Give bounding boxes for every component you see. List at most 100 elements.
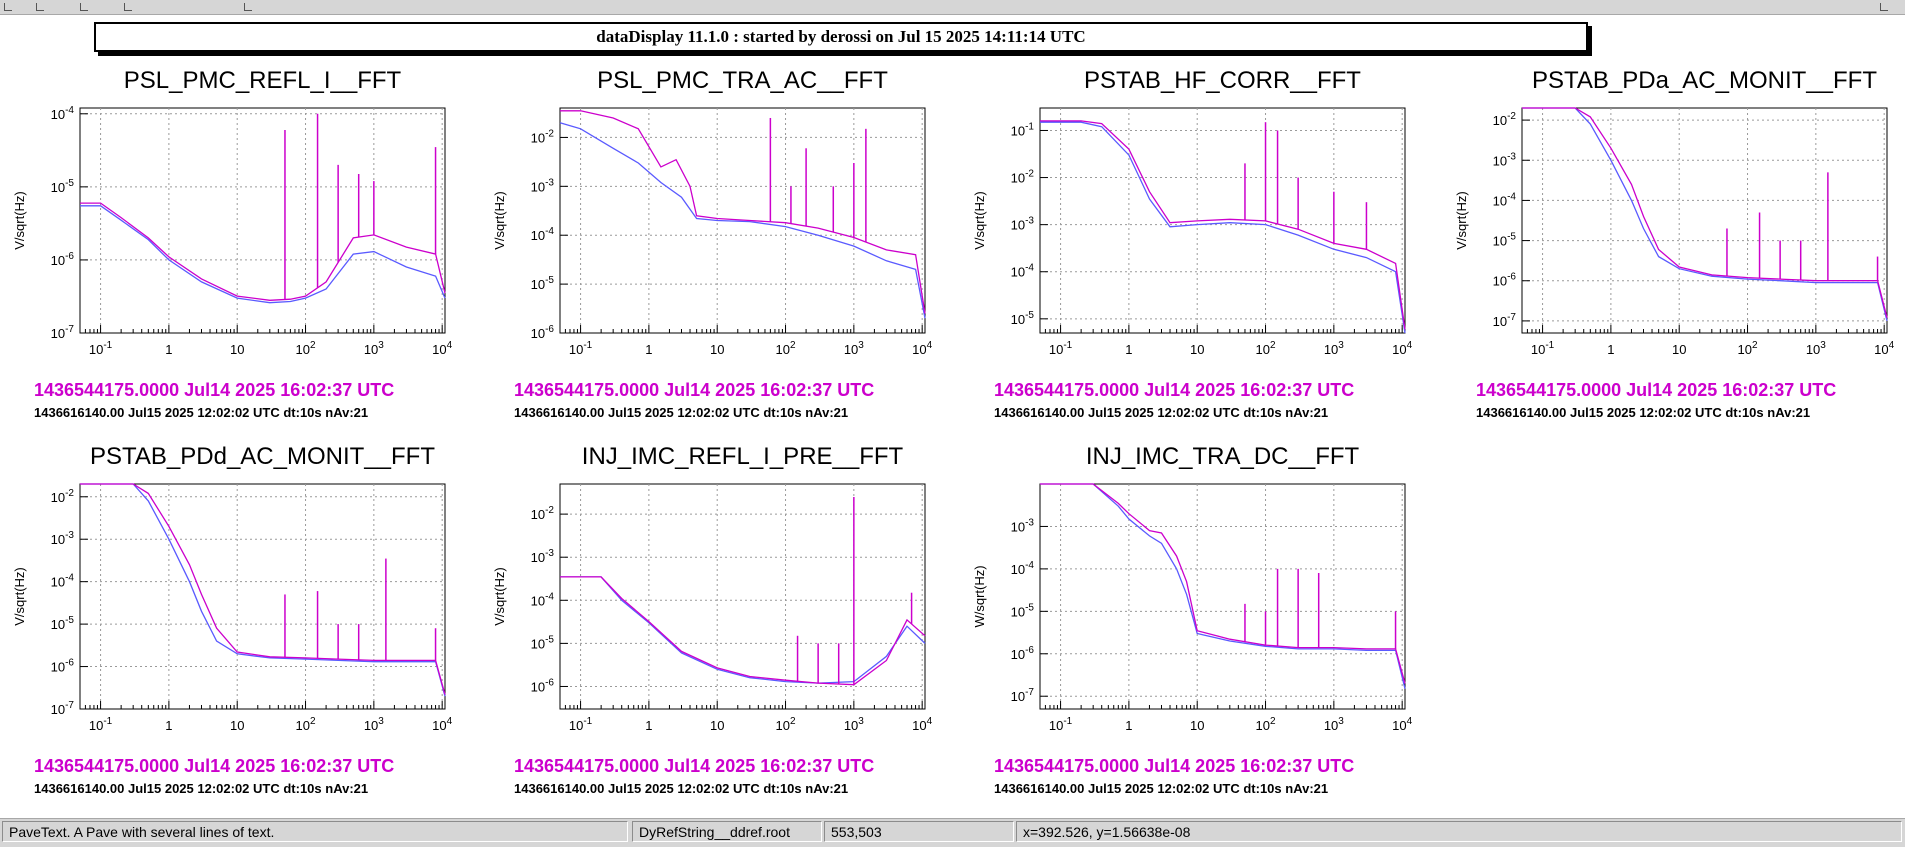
x-tick-label: 104 (432, 716, 452, 733)
annotation-reference-time: 1436616140.00 Jul15 2025 12:02:02 UTC dt… (994, 781, 1328, 796)
y-tick-label: 10-5 (51, 615, 75, 632)
y-tick-label: 10-7 (1011, 687, 1035, 704)
x-tick-label: 102 (776, 716, 796, 733)
plot-frame (559, 483, 926, 710)
menu-item-icon[interactable] (124, 1, 132, 12)
x-tick-label: 102 (296, 716, 316, 733)
y-axis-label: V/sqrt(Hz) (12, 567, 27, 626)
x-tick-label: 102 (1256, 340, 1276, 357)
status-object: DyRefString__ddref.root (632, 821, 822, 842)
y-tick-label: 10-4 (1493, 191, 1517, 208)
y-tick-label: 10-4 (51, 105, 75, 122)
y-tick-label: 10-3 (1011, 517, 1035, 534)
y-tick-label: 10-3 (531, 548, 555, 565)
y-tick-label: 10-5 (1011, 310, 1035, 327)
x-tick-label: 103 (1324, 340, 1344, 357)
x-tick-label: 102 (776, 340, 796, 357)
y-tick-label: 10-1 (1011, 121, 1035, 138)
series-current (560, 576, 926, 686)
y-tick-label: 10-2 (1011, 169, 1035, 186)
y-tick-label: 10-3 (531, 177, 555, 194)
x-tick-label: 1 (645, 718, 652, 733)
chart-title: PSTAB_HF_CORR__FFT (1084, 67, 1361, 94)
y-tick-label: 10-6 (51, 658, 75, 675)
series-current (1040, 483, 1406, 684)
chart-4: PSTAB_PDa_AC_MONIT__FFT V/sqrt(Hz) 10-1 1 10… (1454, 67, 1895, 420)
annotation-current-time: 1436544175.0000 Jul14 2025 16:02:37 UTC (994, 756, 1354, 776)
chart-title: PSL_PMC_REFL_I__FFT (124, 67, 402, 94)
y-tick-label: 10-5 (1011, 602, 1035, 619)
y-tick-label: 10-4 (1011, 560, 1035, 577)
x-tick-label: 1 (645, 342, 652, 357)
y-tick-label: 10-5 (51, 178, 75, 195)
menu-item-icon[interactable] (80, 1, 88, 12)
annotation-reference-time: 1436616140.00 Jul15 2025 12:02:02 UTC dt… (34, 405, 368, 420)
x-tick-label: 10 (1190, 718, 1204, 733)
x-tick-label: 1 (1125, 342, 1132, 357)
x-tick-label: 104 (1392, 716, 1412, 733)
y-tick-label: 10-6 (531, 324, 555, 341)
annotation-reference-time: 1436616140.00 Jul15 2025 12:02:02 UTC dt… (34, 781, 368, 796)
series-reference (80, 483, 446, 697)
x-tick-label: 104 (912, 716, 932, 733)
x-tick-label: 103 (844, 340, 864, 357)
y-tick-label: 10-3 (51, 530, 75, 547)
chart-5: PSTAB_PDd_AC_MONIT__FFT V/sqrt(Hz) 10-1 1 10… (12, 443, 453, 796)
annotation-current-time: 1436544175.0000 Jul14 2025 16:02:37 UTC (34, 380, 394, 400)
y-tick-label: 10-2 (1493, 111, 1517, 128)
y-tick-label: 10-5 (1493, 232, 1517, 249)
y-tick-label: 10-6 (1493, 272, 1517, 289)
window-control-icon[interactable] (1880, 1, 1888, 12)
annotation-current-time: 1436544175.0000 Jul14 2025 16:02:37 UTC (994, 380, 1354, 400)
y-tick-label: 10-2 (531, 505, 555, 522)
canvas-title-text: dataDisplay 11.1.0 : started by derossi … (596, 27, 1086, 46)
menu-item-icon[interactable] (36, 1, 44, 12)
y-tick-label: 10-3 (1011, 216, 1035, 233)
x-tick-label: 10 (230, 342, 244, 357)
y-axis-label: V/sqrt(Hz) (492, 191, 507, 250)
series-reference (1522, 107, 1888, 322)
chart-title: PSL_PMC_TRA_AC__FFT (597, 67, 888, 94)
chart-7: INJ_IMC_TRA_DC__FFT W/sqrt(Hz) 10-1 1 10 102 1… (972, 443, 1413, 796)
x-tick-label: 10 (710, 718, 724, 733)
y-tick-label: 10-5 (531, 275, 555, 292)
y-axis-label: V/sqrt(Hz) (972, 191, 987, 250)
series-reference (1040, 121, 1406, 334)
annotation-current-time: 1436544175.0000 Jul14 2025 16:02:37 UTC (514, 380, 874, 400)
plot-frame (1039, 107, 1406, 334)
menu-item-icon[interactable] (4, 1, 12, 12)
x-tick-label: 1 (165, 718, 172, 733)
annotation-reference-time: 1436616140.00 Jul15 2025 12:02:02 UTC dt… (994, 405, 1328, 420)
status-pixel: 553,503 (824, 821, 1014, 842)
x-tick-label: 103 (364, 340, 384, 357)
series-current (80, 202, 446, 301)
y-tick-label: 10-3 (1493, 151, 1517, 168)
x-tick-label: 104 (1392, 340, 1412, 357)
plot-frame (1521, 107, 1888, 334)
x-tick-label: 10-1 (569, 716, 593, 733)
y-tick-label: 10-4 (51, 573, 75, 590)
series-current (560, 110, 926, 314)
status-bar: PaveText. A Pave with several lines of t… (0, 818, 1905, 847)
x-tick-label: 10 (1190, 342, 1204, 357)
x-tick-label: 10 (710, 342, 724, 357)
x-tick-label: 10 (1672, 342, 1686, 357)
y-tick-label: 10-6 (1011, 645, 1035, 662)
y-tick-label: 10-7 (1493, 312, 1517, 329)
chart-title: PSTAB_PDa_AC_MONIT__FFT (1532, 67, 1877, 94)
y-tick-label: 10-7 (51, 324, 75, 341)
y-tick-label: 10-2 (51, 488, 75, 505)
x-tick-label: 104 (912, 340, 932, 357)
plot-frame (1039, 483, 1406, 710)
x-tick-label: 10-1 (89, 340, 113, 357)
y-tick-label: 10-2 (531, 128, 555, 145)
x-tick-label: 1 (165, 342, 172, 357)
menu-item-icon[interactable] (244, 1, 252, 12)
annotation-reference-time: 1436616140.00 Jul15 2025 12:02:02 UTC dt… (1476, 405, 1810, 420)
chart-1: PSL_PMC_REFL_I__FFT V/sqrt(Hz) 10-1 1 10 102 1… (12, 67, 453, 420)
chart-3: PSTAB_HF_CORR__FFT V/sqrt(Hz) 10-1 1 10 102 10… (972, 67, 1413, 420)
x-tick-label: 104 (1874, 340, 1894, 357)
y-tick-label: 10-7 (51, 700, 75, 717)
series-reference (1040, 483, 1406, 689)
